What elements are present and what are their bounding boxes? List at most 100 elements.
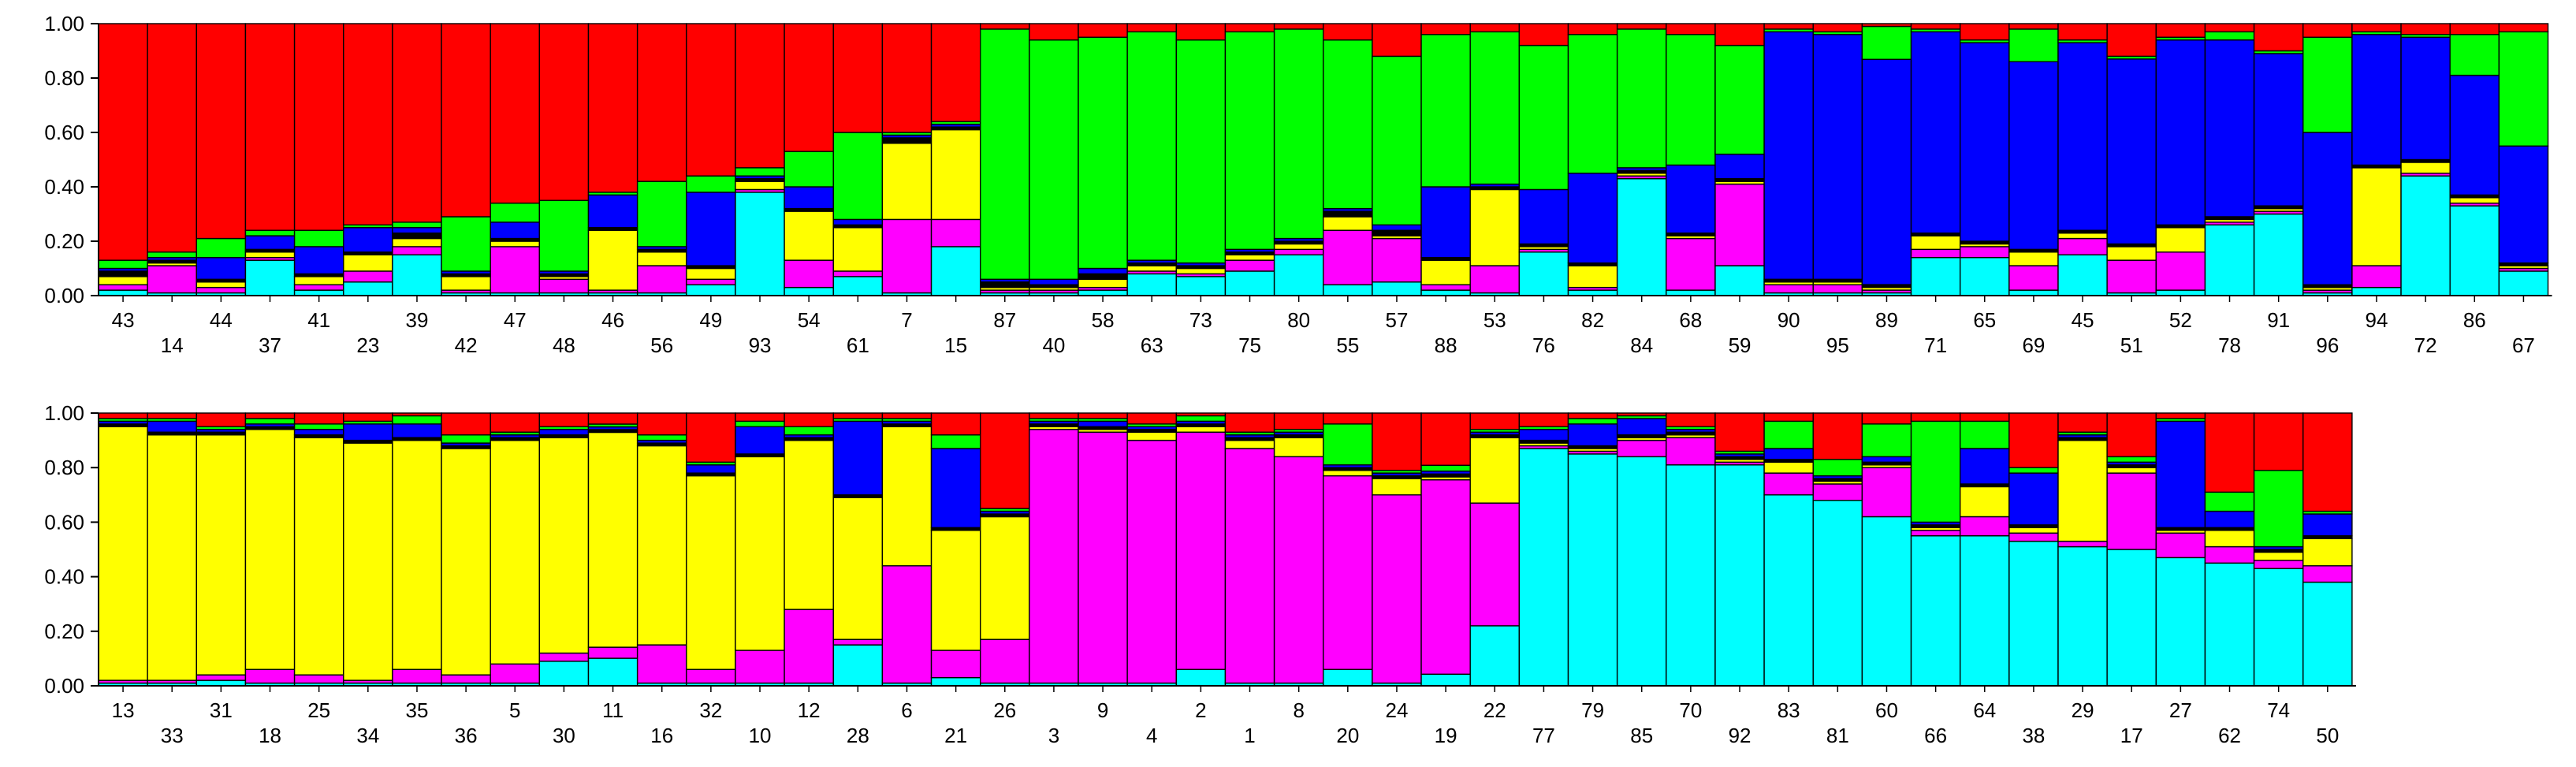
x-tick-label: 21 [944,724,967,747]
bar-segment-red [441,412,491,436]
bar-segment-yellow [1567,265,1618,289]
bar-segment-cyan [930,676,981,687]
bar-segment-magenta [538,652,590,662]
bar-segment-green [1861,423,1912,458]
x-tick-label: 37 [259,333,281,357]
bar-segment-green [147,251,197,259]
bar-segment-green [293,229,344,248]
bar-segment-green [392,222,442,229]
bar-segment-blue [784,186,834,210]
bar-segment-yellow [1910,235,1961,251]
bar-segment-blue [1763,31,1814,281]
bar-segment-blue [832,218,884,225]
x-tick-label: 56 [650,333,673,357]
bar-segment-magenta [881,218,932,294]
bar-segment-magenta [686,668,736,684]
bar-segment-black [979,281,1030,289]
bar-40 [1029,23,1079,296]
bar-segment-red [2106,23,2157,58]
bar-segment-cyan [2351,286,2402,296]
x-tick-label: 53 [1483,308,1506,332]
bar-segment-magenta [784,259,834,289]
bar-segment-yellow [636,445,687,646]
bar-segment-cyan [2204,224,2255,296]
bar-62 [2204,412,2255,687]
bar-segment-blue [2204,510,2255,529]
bar-segment-magenta [587,646,638,659]
bar-segment-green [441,434,491,444]
bar-segment-red [2302,412,2353,512]
bar-segment-magenta [930,650,981,679]
bar-segment-blue [2449,74,2500,196]
bar-64 [1959,412,2010,687]
bar-segment-green [1175,415,1227,423]
bar-86 [2449,23,2500,296]
bar-segment-magenta [244,668,296,684]
bar-segment-yellow [2449,197,2500,204]
bar-79 [1567,412,1618,687]
x-tick-label: 57 [1386,308,1409,332]
x-tick-label: 24 [1386,698,1409,722]
bar-segment-green [244,418,296,425]
bar-segment-magenta [1959,246,2010,259]
bar-88 [1420,23,1471,296]
bar-segment-red [1616,412,1667,417]
bar-segment-magenta [1910,530,1961,537]
bar-segment-red [832,23,884,133]
bar-segment-cyan [1323,284,1373,296]
x-tick-label: 96 [2316,333,2339,357]
bar-16 [636,412,687,687]
bar-segment-red [686,412,736,463]
bar-segment-yellow [343,254,393,272]
bar-segment-cyan [1420,673,1471,687]
y-tick-label: 1.00 [44,12,84,35]
bar-segment-yellow [195,281,247,289]
bar-segment-magenta [1861,467,1912,518]
bar-segment-red [1518,412,1569,427]
bar-segment-yellow [587,431,638,648]
bar-segment-red [2302,23,2353,38]
bar-segment-yellow [293,437,344,676]
bar-segment-green [1763,420,1814,449]
bar-segment-cyan [1372,281,1422,296]
bar-segment-cyan [2449,205,2500,296]
bar-segment-blue [1078,267,1128,275]
x-tick-label: 47 [504,308,527,332]
bar-segment-red [2155,412,2206,419]
bar-segment-yellow [686,267,736,281]
bar-segment-blue [1372,224,1422,231]
bar-segment-cyan [832,276,884,296]
x-tick-label: 28 [847,724,869,747]
bar-52 [2155,23,2206,296]
bar-segment-green [1175,39,1227,264]
bar-segment-blue [1959,42,2010,242]
x-tick-label: 13 [112,698,135,722]
bar-segment-yellow [293,276,344,285]
bar-segment-blue [1861,456,1912,463]
x-tick-label: 18 [259,724,281,747]
bar-segment-red [343,23,393,226]
bar-segment-magenta [1959,516,2010,537]
bar-segment-yellow [2106,467,2157,474]
bar-segment-magenta [1763,284,1814,294]
x-tick-label: 71 [1924,333,1947,357]
bar-segment-yellow [979,516,1030,640]
bar-segment-blue [930,448,981,529]
bar-segment-red [2057,23,2108,41]
bar-segment-yellow [784,210,834,261]
bar-segment-cyan [1126,273,1178,296]
bar-segment-green [1420,34,1471,188]
bar-segment-cyan [832,644,884,687]
bar-segment-blue [1861,58,1912,285]
bar-segment-cyan [1666,464,1716,687]
x-tick-label: 61 [847,333,869,357]
bar-69 [2008,23,2059,296]
y-tick-label: 0.80 [44,66,84,90]
bar-segment-red [686,23,736,177]
bar-segment-magenta [195,286,247,294]
x-tick-label: 69 [2022,333,2045,357]
bar-segment-cyan [1518,251,1569,296]
bar-segment-black [881,137,932,144]
x-tick-label: 43 [112,308,135,332]
bar-8 [1273,412,1324,687]
